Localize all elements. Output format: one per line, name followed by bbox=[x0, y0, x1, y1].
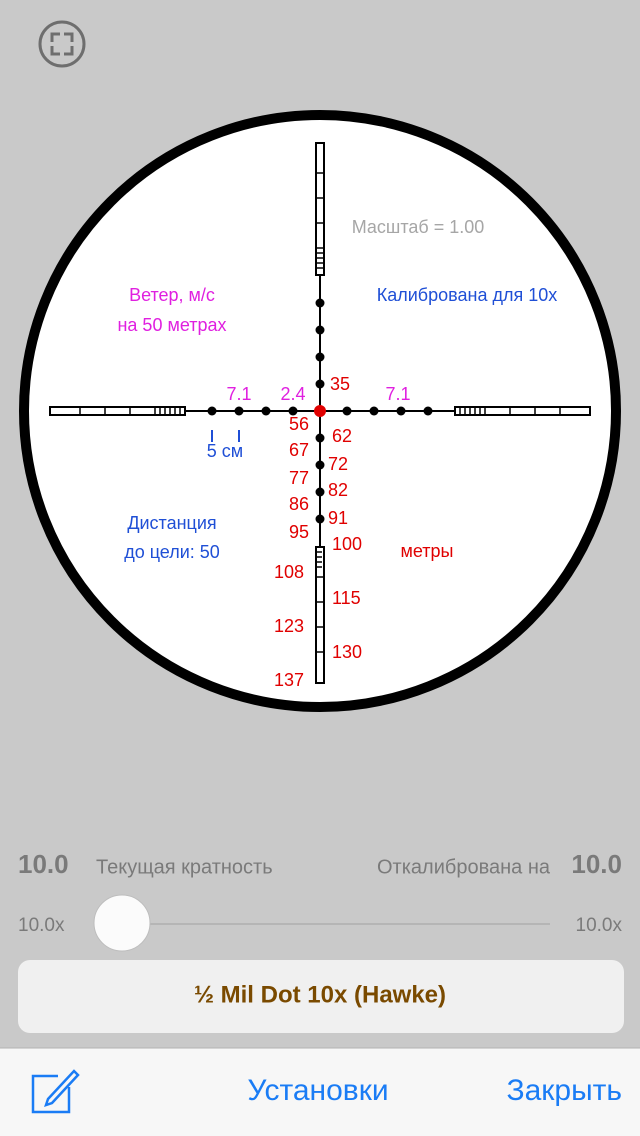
distance-label: 67 bbox=[289, 440, 309, 460]
distance-label: 130 bbox=[332, 642, 362, 662]
scale-label: Масштаб = 1.00 bbox=[352, 217, 485, 237]
distance-title: до цели: 50 bbox=[124, 542, 220, 562]
current-magnification-label: Текущая кратность bbox=[96, 856, 273, 878]
calibrated-magnification: 10.0 bbox=[571, 849, 622, 879]
mil-dot bbox=[315, 352, 325, 362]
settings-button[interactable]: Установки bbox=[247, 1074, 388, 1107]
reticle-button[interactable]: ½ Mil Dot 10x (Hawke) bbox=[18, 960, 624, 1033]
slider-thumb[interactable] bbox=[93, 894, 151, 952]
toolbar bbox=[0, 1048, 640, 1136]
current-magnification: 10.0 bbox=[18, 849, 69, 879]
distance-label: 86 bbox=[289, 494, 309, 514]
reticle-name: ½ Mil Dot 10x (Hawke) bbox=[194, 981, 446, 1008]
mil-dot bbox=[423, 406, 433, 416]
mil-dot bbox=[288, 406, 298, 416]
mil-dot bbox=[315, 487, 325, 497]
wind-title: на 50 метрах bbox=[117, 315, 226, 335]
slider-max-label: 10.0x bbox=[576, 915, 623, 936]
mil-dot bbox=[315, 460, 325, 470]
mil-dot bbox=[315, 325, 325, 335]
distance-label: 115 bbox=[332, 588, 361, 608]
center-dot bbox=[314, 405, 326, 417]
mil-dot bbox=[315, 514, 325, 524]
distance-label: 100 bbox=[332, 534, 362, 554]
mil-dot bbox=[342, 406, 352, 416]
slider-min-label: 10.0x bbox=[18, 915, 65, 936]
mil-dot bbox=[369, 406, 379, 416]
distance-label: 77 bbox=[289, 468, 309, 488]
mil-dot bbox=[315, 433, 325, 443]
calibrated-label: Калибрована для 10x bbox=[377, 285, 557, 305]
mil-dot bbox=[234, 406, 244, 416]
distance-label: 91 bbox=[328, 508, 348, 528]
wind-title: Ветер, м/с bbox=[129, 285, 215, 305]
distance-label: 62 bbox=[332, 426, 352, 446]
distance-label: 82 bbox=[328, 480, 348, 500]
mil-dot bbox=[396, 406, 406, 416]
wind-value: 7.1 bbox=[385, 384, 410, 404]
distance-title: Дистанция bbox=[127, 513, 216, 533]
wind-value: 2.4 bbox=[280, 384, 305, 404]
mil-dot bbox=[261, 406, 271, 416]
fullscreen-button[interactable] bbox=[38, 20, 86, 68]
wind-value: 7.1 bbox=[226, 384, 251, 404]
mil-dot bbox=[315, 379, 325, 389]
size-label: 5 см bbox=[207, 441, 243, 461]
distance-label: 72 bbox=[328, 454, 348, 474]
distance-label: 123 bbox=[274, 616, 304, 636]
distance-label: 56 bbox=[289, 414, 309, 434]
close-button[interactable]: Закрыть bbox=[506, 1074, 622, 1107]
distance-label: 35 bbox=[330, 374, 350, 394]
distance-label: 95 bbox=[289, 522, 309, 542]
mil-dot bbox=[315, 298, 325, 308]
distance-label: 108 bbox=[274, 562, 304, 582]
distance-label: 137 bbox=[274, 670, 304, 690]
units-label: метры bbox=[401, 541, 454, 561]
mil-dot bbox=[207, 406, 217, 416]
edit-button[interactable] bbox=[31, 1069, 80, 1114]
calibrated-magnification-label: Откалибрована на bbox=[377, 856, 551, 878]
